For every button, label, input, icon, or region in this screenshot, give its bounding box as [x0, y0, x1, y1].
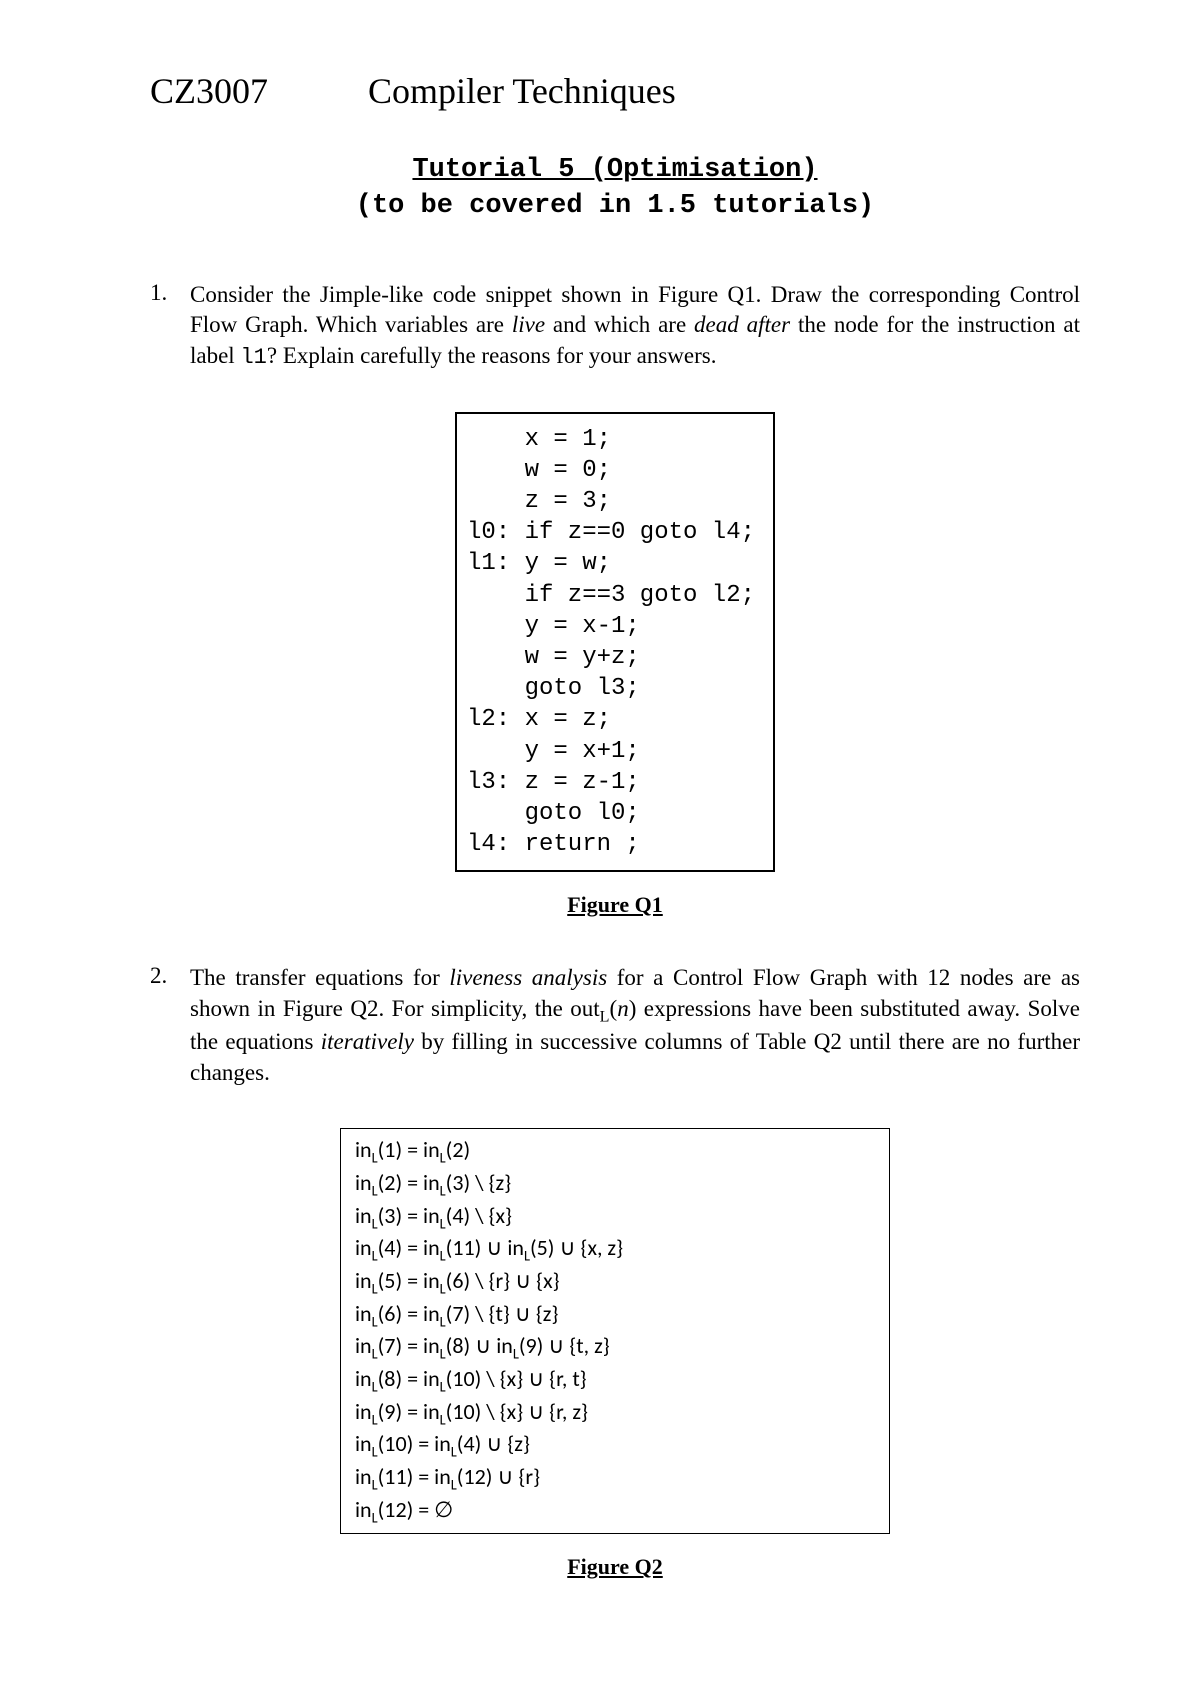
eq12-rhs: (12) = ∅ [378, 1496, 454, 1523]
q1-dead-after: dead after [694, 312, 790, 337]
eq2-rhs: (3) \ {z} [446, 1169, 511, 1196]
eq8-lhs: in [355, 1365, 372, 1392]
eq4-mid: (4) = in [378, 1234, 440, 1261]
page-title: Compiler Techniques [368, 70, 676, 112]
q2-out-sub: L [600, 1008, 610, 1025]
q1-text-b: and which are [545, 312, 694, 337]
q2-body: The transfer equations for liveness anal… [190, 963, 1080, 1088]
eq4-lhs: in [355, 1234, 372, 1261]
q2-equations-box: inL(1) = inL(2) inL(2) = inL(3) \ {z} in… [340, 1128, 890, 1534]
q2-text-a: The transfer equations for [190, 965, 449, 990]
q2-iteratively: iteratively [321, 1029, 414, 1054]
eq3-lhs: in [355, 1202, 372, 1229]
eq11-lhs: in [355, 1463, 372, 1490]
subtitle-line2: (to be covered in 1.5 tutorials) [356, 191, 874, 221]
eq4-rhs2: (5) ∪ {x, z} [530, 1234, 623, 1261]
eq-1: inL(1) = inL(2) [355, 1135, 875, 1168]
eq-12: inL(12) = ∅ [355, 1495, 875, 1528]
eq-5: inL(5) = inL(6) \ {r} ∪ {x} [355, 1266, 875, 1299]
eq-9: inL(9) = inL(10) \ {x} ∪ {r, z} [355, 1397, 875, 1430]
eq10-lhs: in [355, 1430, 372, 1457]
eq1-mid: (1) = in [378, 1136, 440, 1163]
q2-out-n: n [617, 996, 629, 1021]
page: CZ3007 Compiler Techniques Tutorial 5 (O… [0, 0, 1200, 1697]
header: CZ3007 Compiler Techniques [150, 70, 1080, 112]
eq4-rhs: (11) ∪ in [446, 1234, 524, 1261]
q1-text-d: ? Explain carefully the reasons for your… [267, 343, 717, 368]
course-code: CZ3007 [150, 70, 268, 112]
eq5-mid: (5) = in [378, 1267, 440, 1294]
eq-10: inL(10) = inL(4) ∪ {z} [355, 1429, 875, 1462]
eq9-rhs: (10) \ {x} ∪ {r, z} [446, 1398, 588, 1425]
eq-8: inL(8) = inL(10) \ {x} ∪ {r, t} [355, 1364, 875, 1397]
q1-number: 1. [150, 280, 190, 372]
eq-6: inL(6) = inL(7) \ {t} ∪ {z} [355, 1299, 875, 1332]
eq7-rhs2: (9) ∪ {t, z} [519, 1332, 610, 1359]
eq10-rhs: (4) ∪ {z} [457, 1430, 530, 1457]
eq5-rhs: (6) \ {r} ∪ {x} [446, 1267, 560, 1294]
eq9-lhs: in [355, 1398, 372, 1425]
q1-live: live [512, 312, 545, 337]
eq2-lhs: in [355, 1169, 372, 1196]
eq1-rhs: (2) [446, 1136, 471, 1163]
eq-4: inL(4) = inL(11) ∪ inL(5) ∪ {x, z} [355, 1233, 875, 1266]
eq7-mid: (7) = in [378, 1332, 440, 1359]
eq11-rhs: (12) ∪ {r} [457, 1463, 540, 1490]
eq6-mid: (6) = in [378, 1300, 440, 1327]
eq9-mid: (9) = in [378, 1398, 440, 1425]
eq-2: inL(2) = inL(3) \ {z} [355, 1168, 875, 1201]
eq3-rhs: (4) \ {x} [446, 1202, 512, 1229]
eq7-rhs: (8) ∪ in [446, 1332, 513, 1359]
eq2-mid: (2) = in [378, 1169, 440, 1196]
q2-number: 2. [150, 963, 190, 1088]
question-2: 2. The transfer equations for liveness a… [150, 963, 1080, 1088]
q1-body: Consider the Jimple-like code snippet sh… [190, 280, 1080, 372]
eq3-mid: (3) = in [378, 1202, 440, 1229]
figure-q1-caption: Figure Q1 [150, 892, 1080, 918]
eq-11: inL(11) = inL(12) ∪ {r} [355, 1462, 875, 1495]
eq-7: inL(7) = inL(8) ∪ inL(9) ∪ {t, z} [355, 1331, 875, 1364]
eq7-lhs: in [355, 1332, 372, 1359]
eq-3: inL(3) = inL(4) \ {x} [355, 1201, 875, 1234]
subtitle-line1: Tutorial 5 (Optimisation) [412, 155, 817, 185]
subtitle: Tutorial 5 (Optimisation) (to be covered… [150, 152, 1080, 225]
q2-liveness: liveness analysis [449, 965, 607, 990]
eq6-lhs: in [355, 1300, 372, 1327]
eq12-lhs: in [355, 1496, 372, 1523]
eq5-lhs: in [355, 1267, 372, 1294]
eq8-mid: (8) = in [378, 1365, 440, 1392]
eq8-rhs: (10) \ {x} ∪ {r, t} [446, 1365, 587, 1392]
eq6-rhs: (7) \ {t} ∪ {z} [446, 1300, 559, 1327]
q1-code-box: x = 1; w = 0; z = 3; l0: if z==0 goto l4… [455, 412, 775, 873]
q1-label-l1: l1 [240, 345, 266, 370]
question-1: 1. Consider the Jimple-like code snippet… [150, 280, 1080, 372]
eq10-mid: (10) = in [378, 1430, 451, 1457]
eq11-mid: (11) = in [378, 1463, 451, 1490]
figure-q2-caption: Figure Q2 [150, 1554, 1080, 1580]
eq1-lhs: in [355, 1136, 372, 1163]
